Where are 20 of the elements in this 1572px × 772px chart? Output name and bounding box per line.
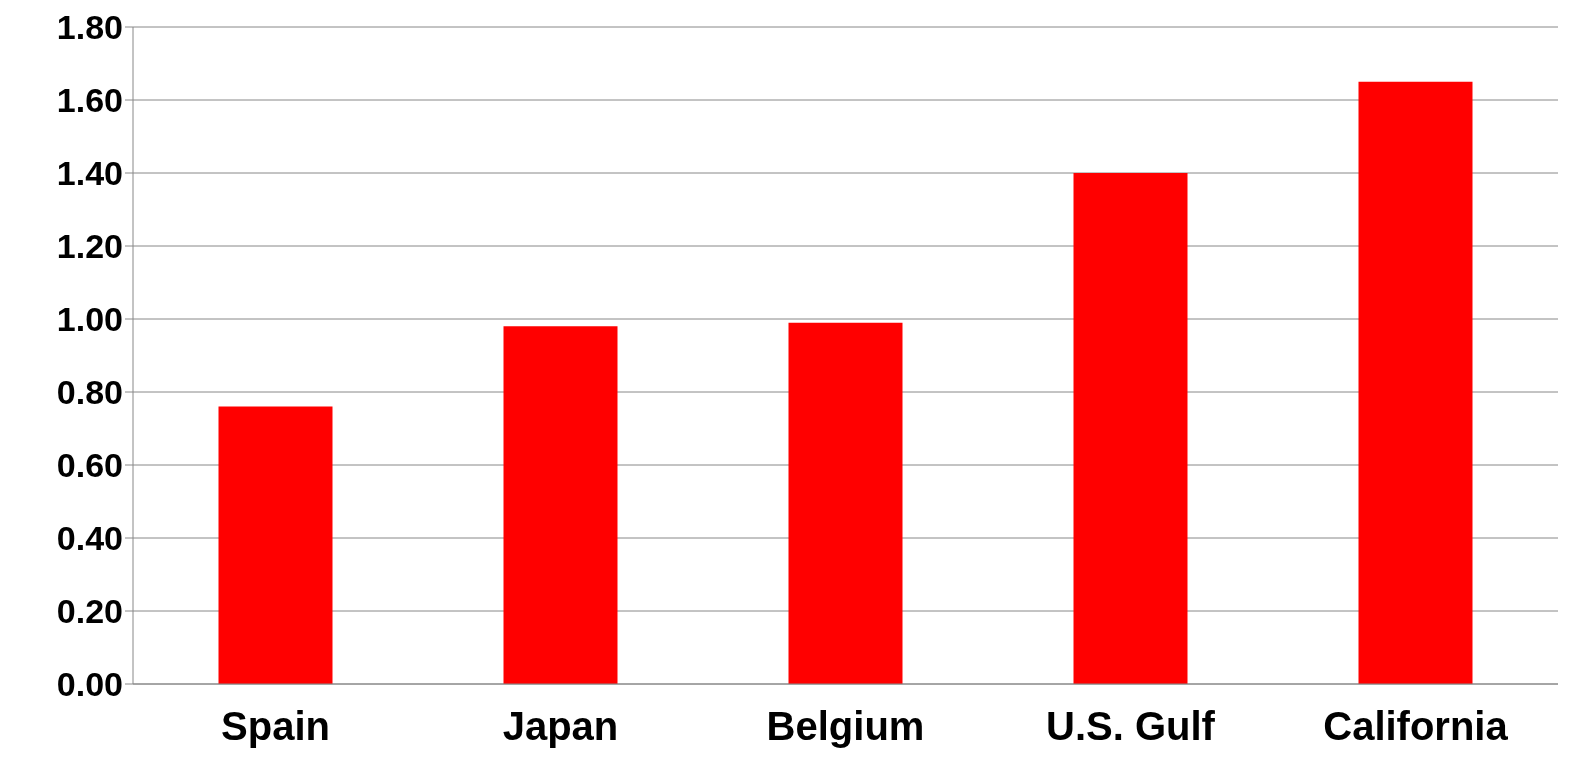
bar [1358, 81, 1473, 684]
y-tick-label: 1.20 [56, 227, 123, 266]
x-tick-label: Japan [502, 704, 619, 749]
x-tick-label: California [1323, 704, 1509, 749]
y-tick-label: 1.80 [56, 8, 123, 47]
y-tick-label: 1.00 [56, 300, 123, 339]
bar [218, 406, 333, 684]
bar [788, 322, 903, 684]
y-tick-label: 0.00 [56, 665, 123, 704]
y-tick-label: 1.60 [56, 81, 123, 120]
y-tick-label: 0.20 [56, 592, 123, 631]
x-tick-label: Spain [221, 704, 330, 749]
bar [503, 326, 618, 684]
y-tick-label: 0.80 [56, 373, 123, 412]
y-tick-label: 1.40 [56, 154, 123, 193]
x-tick-label: Belgium [766, 704, 925, 749]
bar [1073, 173, 1188, 684]
y-tick-label: 0.40 [56, 519, 123, 558]
y-tick-label: 0.60 [56, 446, 123, 485]
x-tick-label: U.S. Gulf [1046, 704, 1216, 749]
